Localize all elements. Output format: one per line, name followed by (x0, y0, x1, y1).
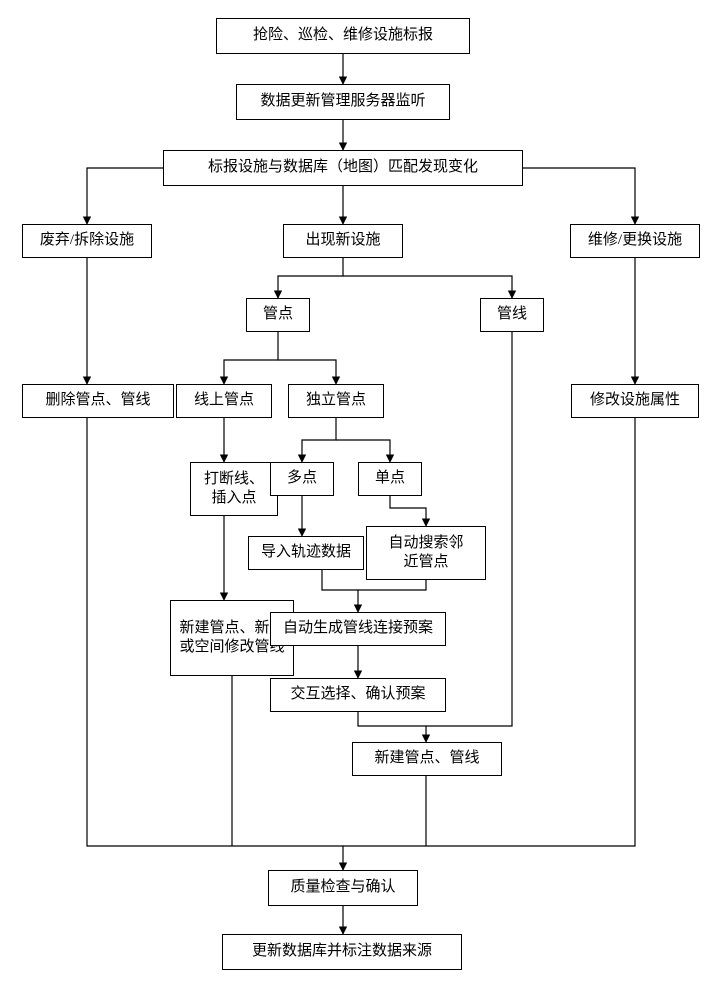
flow-edge (302, 418, 336, 462)
flow-edge (358, 580, 426, 590)
flow-node: 标报设施与数据库（地图）匹配发现变化 (163, 150, 523, 186)
flow-node: 更新数据库并标注数据来源 (222, 934, 462, 970)
flow-node: 单点 (358, 462, 422, 496)
flow-node: 删除管点、管线 (22, 384, 174, 418)
flow-edge (358, 712, 426, 742)
flow-node: 新建管点、管线 (352, 742, 502, 776)
flow-node: 独立管点 (288, 384, 384, 418)
flow-node: 修改设施属性 (571, 384, 699, 418)
flow-edge (336, 440, 390, 462)
flow-node: 线上管点 (176, 384, 272, 418)
flow-node: 废弃/拆除设施 (22, 224, 152, 258)
flow-edge (278, 258, 343, 298)
flow-edge (224, 332, 278, 384)
flow-node: 导入轨迹数据 (248, 536, 364, 570)
flow-edge (343, 276, 512, 298)
flow-node: 抢险、巡检、维修设施标报 (216, 18, 470, 54)
flow-node: 数据更新管理服务器监听 (236, 84, 450, 120)
flow-node: 质量检查与确认 (268, 870, 418, 906)
flow-node: 多点 (270, 462, 334, 496)
flow-node: 出现新设施 (283, 224, 403, 258)
flow-node: 交互选择、确认预案 (270, 678, 446, 712)
flow-node: 管线 (480, 298, 544, 332)
flow-edge (523, 168, 635, 224)
flow-node: 自动生成管线连接预案 (270, 612, 446, 646)
flow-node: 打断线、 插入点 (190, 462, 278, 516)
flowchart-canvas: 抢险、巡检、维修设施标报数据更新管理服务器监听标报设施与数据库（地图）匹配发现变… (0, 0, 722, 1000)
flow-node: 维修/更换设施 (570, 224, 700, 258)
flow-edge (390, 496, 426, 526)
flow-node: 管点 (246, 298, 310, 332)
flow-edge (278, 360, 336, 384)
flow-edge (322, 570, 358, 612)
flow-edge (87, 168, 163, 224)
flow-node: 自动搜索邻 近管点 (366, 526, 486, 580)
